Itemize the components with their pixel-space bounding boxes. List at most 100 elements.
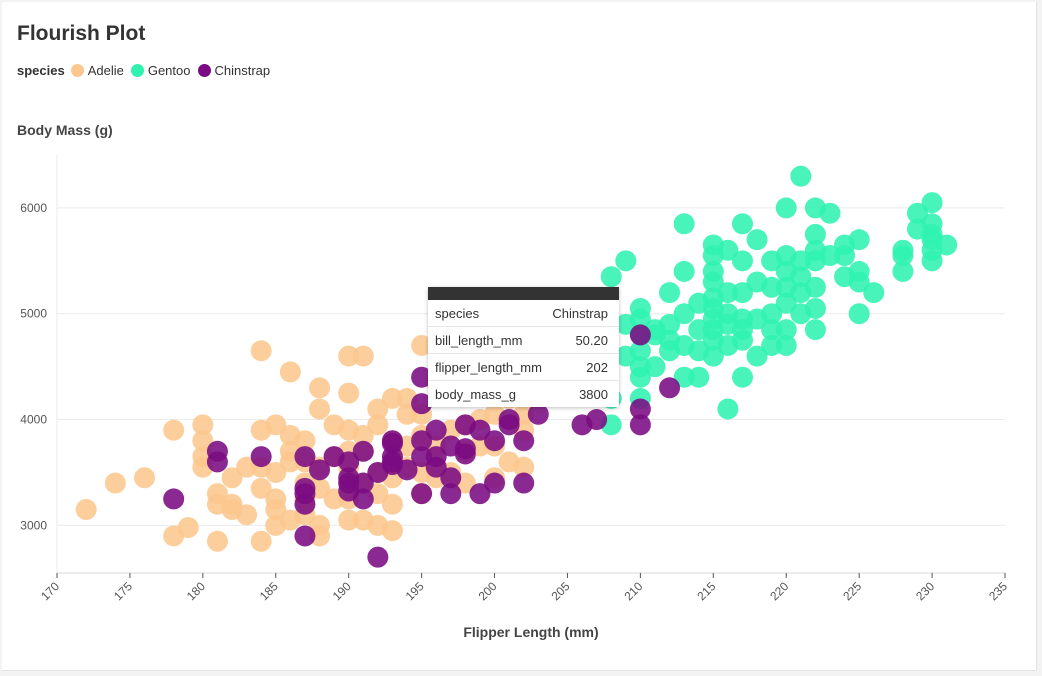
- tooltip-row-species: species Chinstrap: [428, 300, 619, 327]
- point-adelie: [381, 520, 403, 542]
- point-chinstrap: [294, 446, 316, 468]
- point-gentoo: [673, 303, 695, 325]
- point-chinstrap: [411, 483, 433, 505]
- y-axis-title: Body Mass (g): [17, 122, 113, 138]
- point-chinstrap: [586, 409, 608, 431]
- point-adelie: [75, 499, 97, 521]
- point-adelie: [279, 361, 301, 383]
- legend-item-gentoo[interactable]: Gentoo: [130, 63, 191, 78]
- point-adelie: [381, 493, 403, 515]
- point-gentoo: [717, 282, 739, 304]
- point-chinstrap: [484, 430, 506, 452]
- chart-title: Flourish Plot: [17, 22, 146, 45]
- point-adelie: [338, 509, 360, 531]
- point-chinstrap: [513, 472, 535, 494]
- point-gentoo: [688, 366, 710, 388]
- legend-swatch-adelie: [70, 64, 84, 77]
- point-gentoo: [731, 308, 753, 330]
- point-chinstrap: [469, 483, 491, 505]
- point-gentoo: [746, 345, 768, 367]
- point-gentoo: [819, 245, 841, 267]
- point-adelie: [206, 530, 228, 552]
- point-adelie: [236, 504, 258, 526]
- x-tick-label: 195: [403, 579, 427, 603]
- point-gentoo: [775, 319, 797, 341]
- point-gentoo: [673, 366, 695, 388]
- x-tick-label: 185: [257, 579, 281, 603]
- point-adelie: [236, 456, 258, 478]
- point-chinstrap: [411, 366, 433, 388]
- tooltip-row-bill-length: bill_length_mm 50.20: [428, 327, 619, 354]
- tooltip-key: species: [435, 305, 480, 321]
- point-gentoo: [717, 398, 739, 420]
- point-chinstrap: [425, 446, 447, 468]
- y-tick-label: 3000: [20, 518, 47, 532]
- legend-swatch-gentoo: [130, 64, 144, 77]
- legend-label-chinstrap: Chinstrap: [214, 63, 271, 78]
- point-chinstrap: [411, 430, 433, 452]
- point-gentoo: [731, 213, 753, 235]
- point-chinstrap: [250, 446, 272, 468]
- point-adelie: [309, 525, 331, 547]
- point-gentoo: [775, 334, 797, 356]
- point-adelie: [163, 419, 185, 441]
- point-gentoo: [775, 197, 797, 219]
- point-gentoo: [790, 165, 812, 187]
- tooltip-value: 50.20: [575, 332, 608, 348]
- x-tick-label: 220: [767, 579, 791, 603]
- point-gentoo: [615, 250, 637, 272]
- legend-item-adelie[interactable]: Adelie: [70, 63, 124, 78]
- x-tick-label: 170: [38, 579, 62, 603]
- legend-item-chinstrap[interactable]: Chinstrap: [197, 63, 271, 78]
- point-gentoo: [761, 303, 783, 325]
- point-chinstrap: [629, 414, 651, 436]
- tooltip-row-body-mass: body_mass_g 3800: [428, 381, 619, 407]
- point-adelie: [352, 345, 374, 367]
- x-tick-label: 210: [621, 579, 645, 603]
- point-gentoo: [702, 345, 724, 367]
- point-gentoo: [804, 223, 826, 245]
- point-gentoo: [936, 234, 958, 256]
- point-chinstrap: [163, 488, 185, 510]
- tooltip-value: Chinstrap: [552, 305, 608, 321]
- point-chinstrap: [629, 398, 651, 420]
- point-gentoo: [761, 334, 783, 356]
- point-gentoo: [644, 356, 666, 378]
- point-adelie: [134, 467, 156, 489]
- point-adelie: [309, 398, 331, 420]
- point-adelie: [192, 430, 214, 452]
- point-gentoo: [629, 340, 651, 362]
- point-chinstrap: [469, 419, 491, 441]
- point-adelie: [367, 414, 389, 436]
- tooltip-key: bill_length_mm: [435, 332, 523, 348]
- point-chinstrap: [659, 377, 681, 399]
- point-gentoo: [790, 266, 812, 288]
- point-chinstrap: [396, 459, 418, 481]
- legend-label-adelie: Adelie: [87, 63, 124, 78]
- tooltip-value: 3800: [579, 386, 608, 402]
- legend-label-gentoo: Gentoo: [147, 63, 191, 78]
- legend-swatch-chinstrap: [197, 64, 211, 77]
- point-gentoo: [702, 260, 724, 282]
- point-chinstrap: [206, 451, 228, 473]
- y-tick-label: 4000: [20, 413, 47, 427]
- point-adelie: [338, 345, 360, 367]
- point-gentoo: [688, 319, 710, 341]
- point-adelie: [294, 430, 316, 452]
- point-gentoo: [600, 266, 622, 288]
- point-gentoo: [819, 202, 841, 224]
- point-chinstrap: [367, 546, 389, 568]
- point-gentoo: [731, 282, 753, 304]
- point-chinstrap: [294, 525, 316, 547]
- point-adelie: [265, 499, 287, 521]
- point-gentoo: [804, 276, 826, 298]
- point-adelie: [250, 477, 272, 499]
- point-chinstrap: [629, 324, 651, 346]
- point-gentoo: [659, 313, 681, 335]
- point-adelie: [309, 377, 331, 399]
- point-chinstrap: [411, 446, 433, 468]
- point-gentoo: [673, 260, 695, 282]
- point-adelie: [338, 382, 360, 404]
- point-gentoo: [746, 229, 768, 251]
- point-gentoo: [921, 192, 943, 214]
